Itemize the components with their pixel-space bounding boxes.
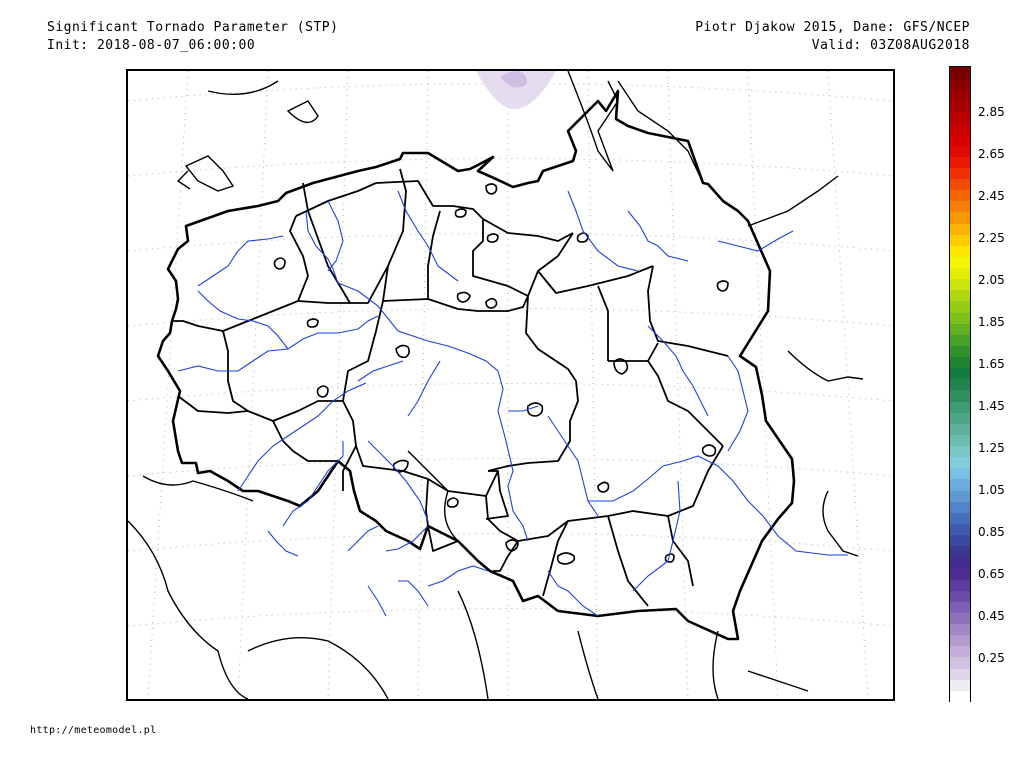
legend-color-step [950, 322, 970, 335]
legend-color-step [950, 645, 970, 658]
legend-label: 0.65 [978, 567, 1005, 581]
legend-label: 0.45 [978, 609, 1005, 623]
legend-color-step [950, 111, 970, 124]
legend-color-step [950, 289, 970, 302]
legend-color-step [950, 445, 970, 458]
legend-label: 2.25 [978, 231, 1005, 245]
legend-label: 1.05 [978, 483, 1005, 497]
legend-color-step [950, 656, 970, 669]
legend-color-step [950, 389, 970, 402]
neighbour-borders [128, 71, 864, 699]
legend-label: 1.45 [978, 399, 1005, 413]
legend-color-step [950, 523, 970, 536]
legend-color-step [950, 100, 970, 113]
credit-text: Piotr Djakow 2015, Dane: GFS/NCEP [695, 20, 970, 35]
legend-color-step [950, 478, 970, 491]
legend-color-step [950, 612, 970, 625]
voivodeship-borders [173, 168, 729, 607]
legend-color-step [950, 411, 970, 424]
legend-color-step [950, 356, 970, 369]
legend-color-step [950, 144, 970, 157]
legend-color-step [950, 311, 970, 324]
legend-color-step [950, 667, 970, 680]
city-outlines [273, 183, 729, 565]
legend-color-step [950, 267, 970, 280]
legend-color-step [950, 400, 970, 413]
legend-color-step [950, 534, 970, 547]
stp-blob [476, 71, 556, 110]
legend-color-step [950, 67, 970, 79]
legend-color-step [950, 556, 970, 569]
legend-color-step [950, 222, 970, 235]
graticule [128, 71, 893, 699]
legend-color-step [950, 623, 970, 636]
legend-color-step [950, 378, 970, 391]
legend-color-step [950, 589, 970, 602]
legend-color-step [950, 200, 970, 213]
legend-color-step [950, 678, 970, 691]
map-frame [126, 69, 895, 701]
legend-color-step [950, 689, 970, 702]
legend-color-step [950, 133, 970, 146]
legend-color-step [950, 278, 970, 291]
poland-border [156, 89, 796, 641]
rivers [177, 190, 848, 617]
legend-color-step [950, 434, 970, 447]
legend-color-step [950, 634, 970, 647]
legend-label: 2.45 [978, 189, 1005, 203]
legend-color-step [950, 489, 970, 502]
legend-color-step [950, 256, 970, 269]
legend-color-step [950, 578, 970, 591]
legend-label: 2.65 [978, 147, 1005, 161]
legend-color-step [950, 422, 970, 435]
legend-color-step [950, 244, 970, 257]
legend-label: 1.85 [978, 315, 1005, 329]
legend-color-step [950, 511, 970, 524]
legend-color-step [950, 456, 970, 469]
legend-color-step [950, 211, 970, 224]
legend-color-step [950, 467, 970, 480]
legend-color-step [950, 189, 970, 202]
legend-label: 0.85 [978, 525, 1005, 539]
legend-color-step [950, 89, 970, 102]
legend-colorbar [949, 66, 971, 702]
valid-time: Valid: 03Z08AUG2018 [811, 38, 970, 53]
legend-label: 1.65 [978, 357, 1005, 371]
legend-color-step [950, 600, 970, 613]
chart-title: Significant Tornado Parameter (STP) [47, 20, 339, 35]
legend-color-step [950, 233, 970, 246]
legend-color-step [950, 333, 970, 346]
legend-label: 0.25 [978, 651, 1005, 665]
legend-color-step [950, 167, 970, 180]
legend-label: 2.85 [978, 105, 1005, 119]
source-url[interactable]: http://meteomodel.pl [30, 725, 157, 736]
legend-label: 2.05 [978, 273, 1005, 287]
legend-color-step [950, 345, 970, 358]
legend-color-step [950, 78, 970, 91]
legend-label: 1.25 [978, 441, 1005, 455]
legend-color-step [950, 178, 970, 191]
legend-color-step [950, 500, 970, 513]
map-canvas [128, 71, 893, 699]
init-time: Init: 2018-08-07_06:00:00 [47, 38, 256, 53]
stp-blob-inner [500, 71, 528, 88]
legend-color-step [950, 122, 970, 135]
legend-color-step [950, 300, 970, 313]
legend-color-step [950, 567, 970, 580]
legend-color-step [950, 545, 970, 558]
legend-color-step [950, 367, 970, 380]
legend-color-step [950, 155, 970, 168]
